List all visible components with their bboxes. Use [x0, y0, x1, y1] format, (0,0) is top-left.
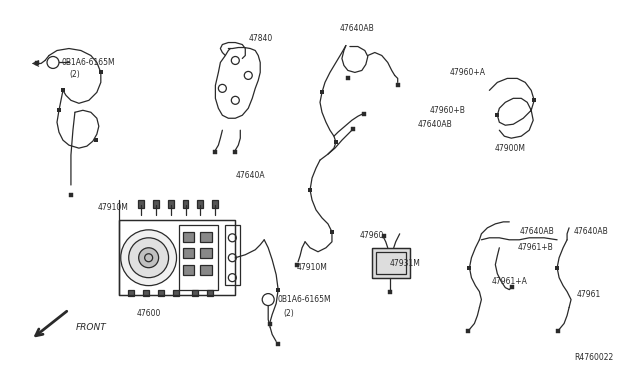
Text: 47910M: 47910M: [297, 263, 328, 272]
Bar: [168, 200, 173, 208]
Bar: [182, 265, 195, 275]
Text: 47961+B: 47961+B: [517, 243, 553, 252]
Text: 47910M: 47910M: [97, 203, 128, 212]
Text: FRONT: FRONT: [76, 323, 107, 332]
Bar: [556, 330, 560, 333]
Text: 47840: 47840: [248, 34, 273, 43]
Bar: [382, 234, 386, 238]
Bar: [234, 150, 237, 154]
Text: (2): (2): [69, 70, 80, 79]
Bar: [152, 200, 159, 208]
Text: 47960: 47960: [360, 231, 384, 240]
Bar: [372, 248, 410, 278]
Bar: [182, 232, 195, 242]
Bar: [157, 290, 164, 296]
Bar: [173, 290, 179, 296]
Text: 47640AB: 47640AB: [418, 120, 452, 129]
Circle shape: [121, 230, 177, 286]
Bar: [467, 266, 472, 270]
Bar: [182, 200, 189, 208]
Bar: [276, 288, 280, 292]
Text: 47600: 47600: [136, 309, 161, 318]
Text: 47900M: 47900M: [494, 144, 525, 153]
Bar: [225, 225, 240, 285]
Bar: [212, 200, 218, 208]
Bar: [308, 188, 312, 192]
Bar: [495, 113, 499, 117]
Bar: [119, 220, 236, 295]
Bar: [128, 290, 134, 296]
Bar: [69, 193, 73, 197]
Circle shape: [262, 294, 274, 305]
Bar: [372, 248, 410, 278]
Bar: [200, 232, 212, 242]
Text: 47640AB: 47640AB: [519, 227, 554, 236]
Bar: [143, 290, 148, 296]
Bar: [388, 290, 392, 294]
Bar: [200, 265, 212, 275]
Text: B: B: [51, 60, 56, 65]
Bar: [362, 112, 366, 116]
Bar: [200, 248, 212, 258]
Text: B: B: [266, 296, 271, 302]
Circle shape: [139, 248, 159, 268]
Bar: [213, 150, 218, 154]
Bar: [334, 140, 338, 144]
Bar: [179, 225, 218, 290]
Bar: [193, 290, 198, 296]
Text: 47931M: 47931M: [390, 259, 420, 268]
Bar: [295, 263, 299, 267]
Bar: [198, 200, 204, 208]
Text: 47960+A: 47960+A: [449, 68, 486, 77]
Bar: [99, 70, 103, 74]
Bar: [376, 252, 406, 274]
Text: 0B1A6-6165M: 0B1A6-6165M: [62, 58, 116, 67]
Bar: [330, 230, 334, 234]
Text: 0B1A6-6165M: 0B1A6-6165M: [277, 295, 331, 304]
Text: (2): (2): [283, 309, 294, 318]
Circle shape: [129, 238, 168, 278]
Bar: [532, 98, 536, 102]
Text: R4760022: R4760022: [574, 353, 613, 362]
Bar: [182, 248, 195, 258]
Bar: [207, 290, 213, 296]
Bar: [268, 323, 272, 327]
Bar: [351, 127, 355, 131]
Bar: [276, 342, 280, 346]
Bar: [346, 76, 350, 80]
Bar: [555, 266, 559, 270]
Bar: [138, 200, 143, 208]
Bar: [61, 89, 65, 92]
Bar: [94, 138, 98, 142]
Circle shape: [47, 57, 59, 68]
Bar: [35, 61, 39, 65]
Text: 47961+A: 47961+A: [492, 277, 527, 286]
Text: 47961: 47961: [577, 290, 602, 299]
Bar: [57, 108, 61, 112]
Bar: [467, 330, 470, 333]
Bar: [510, 285, 515, 289]
Text: 47640AB: 47640AB: [340, 24, 374, 33]
Text: 47640AB: 47640AB: [574, 227, 609, 236]
Text: 47960+B: 47960+B: [429, 106, 465, 115]
Bar: [320, 90, 324, 94]
Text: 47640A: 47640A: [236, 170, 265, 180]
Bar: [396, 83, 400, 87]
